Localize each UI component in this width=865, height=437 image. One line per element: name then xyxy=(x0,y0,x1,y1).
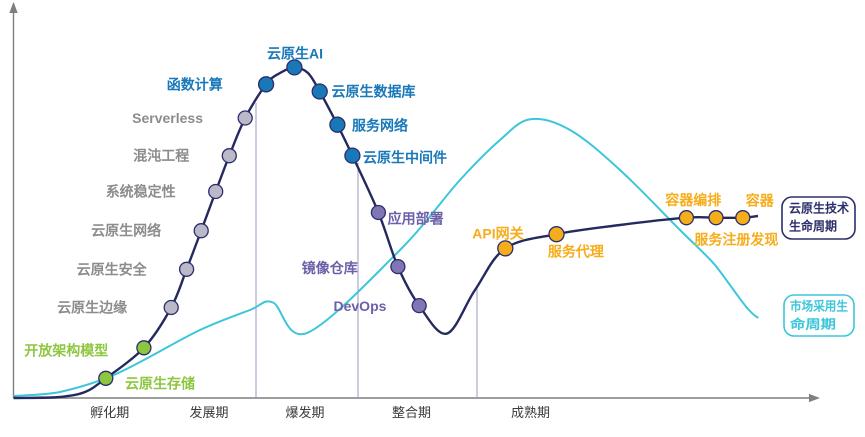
svg-text:云原生存储: 云原生存储 xyxy=(125,376,195,392)
svg-text:发展期: 发展期 xyxy=(189,405,228,420)
svg-text:云原生边缘: 云原生边缘 xyxy=(57,300,127,316)
svg-text:市场采用生: 市场采用生 xyxy=(790,299,848,314)
svg-text:生命周期: 生命周期 xyxy=(789,219,837,234)
svg-text:云原生中间件: 云原生中间件 xyxy=(363,149,447,165)
svg-text:服务网络: 服务网络 xyxy=(352,117,408,133)
svg-text:服务注册发现: 服务注册发现 xyxy=(694,232,778,248)
svg-text:服务代理: 服务代理 xyxy=(548,243,604,259)
svg-text:应用部署: 应用部署 xyxy=(388,211,444,227)
svg-text:函数计算: 函数计算 xyxy=(167,76,223,92)
svg-text:云原生技术: 云原生技术 xyxy=(789,201,849,216)
svg-text:命周期: 命周期 xyxy=(789,317,836,332)
svg-text:开放架构模型: 开放架构模型 xyxy=(24,343,108,359)
svg-text:容器: 容器 xyxy=(745,193,775,209)
svg-text:云原生AI: 云原生AI xyxy=(267,46,323,62)
svg-text:云原生安全: 云原生安全 xyxy=(77,261,148,277)
svg-text:孵化期: 孵化期 xyxy=(90,405,129,420)
svg-text:Serverless: Serverless xyxy=(132,110,203,126)
svg-text:镜像仓库: 镜像仓库 xyxy=(302,260,358,276)
svg-text:爆发期: 爆发期 xyxy=(285,405,324,420)
svg-text:云原生数据库: 云原生数据库 xyxy=(332,84,416,100)
svg-text:API网关: API网关 xyxy=(472,226,523,242)
svg-text:DevOps: DevOps xyxy=(334,298,387,314)
svg-text:成熟期: 成熟期 xyxy=(511,405,550,420)
svg-text:整合期: 整合期 xyxy=(392,405,431,420)
svg-text:容器编排: 容器编排 xyxy=(664,192,721,208)
svg-text:系统稳定性: 系统稳定性 xyxy=(106,184,176,200)
svg-text:云原生网络: 云原生网络 xyxy=(91,223,161,239)
svg-text:混沌工程: 混沌工程 xyxy=(133,148,189,164)
